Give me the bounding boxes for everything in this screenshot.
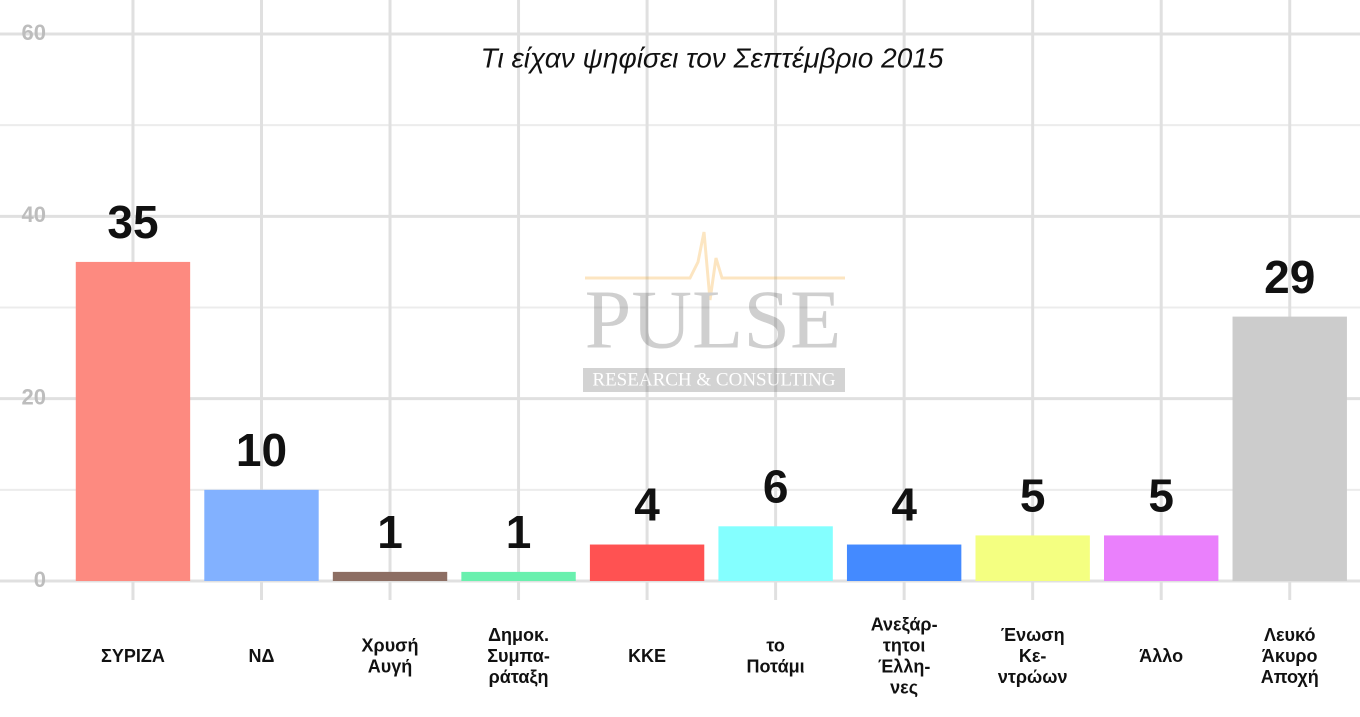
y-tick-label: 60: [22, 20, 46, 45]
data-label: 10: [236, 424, 287, 476]
x-tick-label: ΝΔ: [249, 646, 275, 666]
watermark: PULSE RESEARCH & CONSULTING: [583, 231, 845, 392]
bar: [1104, 535, 1219, 581]
bar: [589, 544, 705, 581]
chart-title: Τι είχαν ψηφίσει τον Σεπτέμβριο 2015: [481, 42, 944, 73]
x-tick-label: Χρυσή Αυγή: [362, 635, 419, 676]
bar: [75, 261, 191, 581]
bar: [846, 544, 962, 581]
x-tick-label: ΚΚΕ: [628, 646, 666, 666]
y-tick-label: 40: [22, 202, 46, 227]
bar: [975, 535, 1090, 581]
data-label: 5: [1020, 470, 1046, 522]
watermark-name: PULSE: [585, 273, 842, 366]
data-label: 1: [506, 506, 532, 558]
x-tick-label: Ανεξάρ-τητοι Έλλη-νες: [871, 614, 938, 697]
watermark-band: [583, 368, 845, 392]
y-tick-label: 0: [34, 567, 46, 592]
data-label: 29: [1264, 251, 1315, 303]
x-tick-label: Άλλο: [1139, 646, 1183, 666]
bar: [718, 526, 833, 581]
x-tick-label: Λευκό Άκυρο Αποχή: [1261, 625, 1319, 687]
x-tick-label: το Ποτάμι: [747, 635, 805, 676]
bar: [1232, 316, 1347, 581]
y-tick-label: 20: [22, 384, 46, 409]
data-label: 5: [1148, 470, 1174, 522]
bar: [332, 571, 448, 581]
x-tick-label: Ένωση Κε-ντρώων: [998, 625, 1068, 687]
watermark-pulse: [585, 231, 845, 301]
x-tick-label: Δημοκ. Συμπα-ράταξη: [487, 625, 550, 688]
bar: [461, 571, 576, 581]
data-label: 35: [107, 196, 158, 248]
data-label: 6: [763, 460, 789, 512]
bar: [204, 489, 319, 581]
watermark-subtitle: RESEARCH & CONSULTING: [592, 369, 835, 390]
data-label: 4: [634, 479, 660, 531]
x-tick-label: ΣΥΡΙΖΑ: [101, 646, 165, 666]
data-label: 4: [891, 479, 917, 531]
data-label: 1: [377, 506, 403, 558]
